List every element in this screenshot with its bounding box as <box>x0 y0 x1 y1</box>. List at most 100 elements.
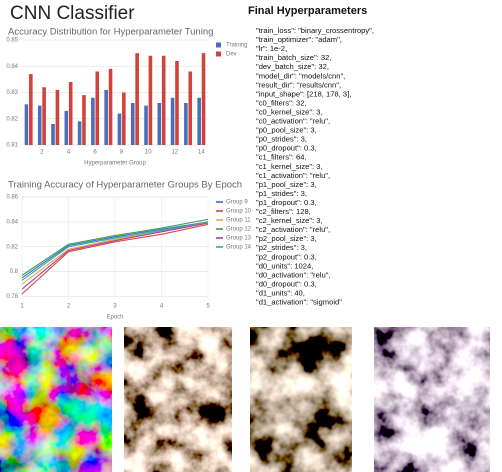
legend-label: Group 12 <box>226 227 252 233</box>
bar <box>29 74 33 145</box>
hyperparameter: "c1_filters": 64, <box>256 153 307 162</box>
legend-label: Group 14 <box>226 245 252 251</box>
hyperparameter: "p1_dropout": 0.3, <box>256 198 317 207</box>
hyperparameter: "train_batch_size": 32, <box>256 53 331 62</box>
bar <box>25 104 29 145</box>
hyperparameter: "c2_kernel_size": 3, <box>256 216 323 225</box>
x-tick-label: 10 <box>145 150 152 156</box>
legend-label: Training <box>226 43 247 49</box>
hyperparameter: "c0_filters": 32, <box>256 98 307 107</box>
page: CNN Classifier Final Hyperparameters "tr… <box>0 0 502 472</box>
hyperparameter: "model_dir": "models/cnn", <box>256 71 345 80</box>
bar <box>104 90 108 145</box>
hyperparameter: "p0_dropout": 0.3, <box>256 144 317 153</box>
bar <box>91 98 95 145</box>
bar <box>65 111 69 145</box>
legend-label: Group 13 <box>226 236 252 242</box>
legend-label: Group 9 <box>226 200 248 206</box>
bar <box>158 103 162 145</box>
x-tick-label: 12 <box>171 150 178 156</box>
y-tick-label: 0.82 <box>6 116 18 122</box>
y-tick-label: 0.83 <box>6 90 18 96</box>
x-tick-label: 4 <box>67 150 71 156</box>
hyperparameter: "lr": 1e-2, <box>256 44 287 53</box>
hyperparameter: "train_loss": "binary_crossentropy", <box>256 26 374 35</box>
bar <box>69 82 73 145</box>
generated-image <box>250 327 352 472</box>
hyperparameter: "p0_pool_size": 3, <box>256 126 317 135</box>
y-tick-label: 0.8 <box>10 269 19 275</box>
legend-label: Group 10 <box>226 209 252 215</box>
y-tick-label: 0.78 <box>6 294 18 300</box>
bar <box>149 56 153 145</box>
bar <box>82 95 86 145</box>
bar <box>175 61 179 145</box>
hyperparameter: "p0_strides": 3, <box>256 135 307 144</box>
hyperparameter: "d0_activation": "relu", <box>256 270 331 279</box>
bar <box>184 103 188 145</box>
chart-title: Training Accuracy of Hyperparameter Grou… <box>8 180 242 191</box>
bar <box>162 56 166 145</box>
hyperparameter: "d1_activation": "sigmoid" <box>256 298 342 307</box>
bar <box>171 98 175 145</box>
hyperparameter: "c1_activation": "relu", <box>256 171 330 180</box>
hyperparameter: "p1_pool_size": 3, <box>256 180 317 189</box>
bar <box>122 93 126 146</box>
x-axis-label: Hyperparameter Group <box>84 161 146 167</box>
bar <box>131 103 135 145</box>
bar <box>135 53 139 145</box>
bar <box>188 72 192 146</box>
hyperparameter: "d0_dropout": 0.3, <box>256 279 317 288</box>
x-tick-label: 2 <box>40 150 44 156</box>
hyperparameter: "p2_pool_size": 3, <box>256 234 317 243</box>
y-tick-label: 0.85 <box>6 38 18 44</box>
hyperparameter: "c2_filters": 128, <box>256 207 311 216</box>
x-tick-label: 5 <box>206 304 210 310</box>
bar <box>202 53 206 145</box>
hyperparameter: "p2_strides": 3, <box>256 243 307 252</box>
x-tick-label: 1 <box>20 304 24 310</box>
hyperparameter: "d1_units": 40, <box>256 288 305 297</box>
y-tick-label: 0.84 <box>6 219 18 225</box>
bar <box>109 69 113 145</box>
chart-title: Accuracy Distribution for Hyperparameter… <box>8 27 213 38</box>
y-tick-label: 0.82 <box>6 244 18 250</box>
generated-image <box>374 327 490 472</box>
hyperparameters-title: Final Hyperparameters <box>248 5 367 17</box>
bar <box>56 90 60 145</box>
x-tick-label: 14 <box>198 150 205 156</box>
generated-image <box>124 327 232 472</box>
hyperparameter: "result_dir": "results/cnn", <box>256 80 341 89</box>
bar <box>38 106 42 145</box>
hyperparameter: "c1_kernel_size": 3, <box>256 162 323 171</box>
hyperparameter: "c0_kernel_size": 3, <box>256 107 323 116</box>
y-tick-label: 0.86 <box>6 195 18 201</box>
bar <box>144 106 148 145</box>
bar <box>118 114 122 146</box>
bar <box>42 87 46 145</box>
hyperparameter: "c2_activation": "relu", <box>256 225 330 234</box>
hyperparameter: "train_optimizer": "adam", <box>256 35 342 44</box>
legend-label: Dev <box>226 52 237 58</box>
page-title: CNN Classifier <box>10 3 135 24</box>
x-tick-label: 6 <box>93 150 97 156</box>
bar <box>78 121 82 145</box>
bar <box>51 124 55 145</box>
hyperparameter: "dev_batch_size": 32, <box>256 62 329 71</box>
generated-image <box>0 327 112 472</box>
x-tick-label: 3 <box>113 304 117 310</box>
x-tick-label: 4 <box>160 304 164 310</box>
hyperparameter: "input_shape": [218, 178, 3], <box>256 89 351 98</box>
x-axis-label: Epoch <box>106 315 123 321</box>
bar <box>95 72 99 146</box>
hyperparameter: "c0_activation": "relu", <box>256 117 330 126</box>
legend-swatch <box>216 43 221 48</box>
hyperparameter: "p2_dropout": 0.3, <box>256 252 317 261</box>
x-tick-label: 8 <box>120 150 124 156</box>
x-tick-label: 2 <box>67 304 71 310</box>
hyperparameter: "p1_strides": 3, <box>256 189 307 198</box>
bar <box>197 98 201 145</box>
legend-swatch <box>216 52 221 57</box>
y-tick-label: 0.81 <box>6 143 18 149</box>
y-tick-label: 0.84 <box>6 64 18 70</box>
